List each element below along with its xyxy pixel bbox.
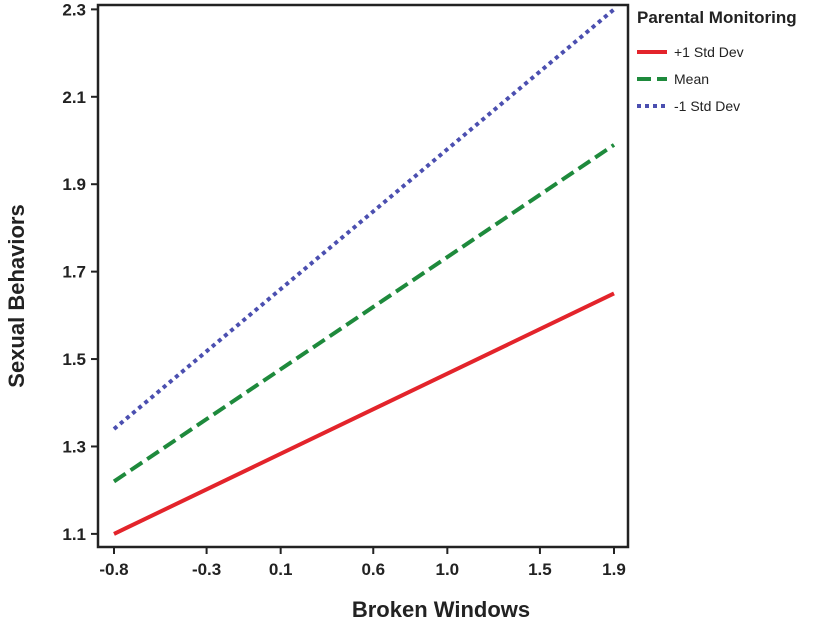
y-axis-title: Sexual Behaviors	[4, 204, 29, 387]
legend-label: Mean	[674, 71, 709, 87]
y-tick-label: 1.1	[62, 525, 86, 544]
legend-title: Parental Monitoring	[637, 8, 797, 27]
series-lines	[112, 7, 616, 536]
y-tick-label: 2.3	[62, 0, 86, 19]
y-axis: 1.1 1.3 1.5 1.7 1.9 2.1 2.3	[62, 0, 98, 544]
y-tick-label: 1.3	[62, 437, 86, 456]
x-axis-title: Broken Windows	[352, 597, 530, 622]
x-tick-label: 0.1	[269, 560, 293, 579]
legend: Parental Monitoring +1 Std Dev Mean -1 Std…	[637, 8, 797, 114]
y-tick-label: 1.5	[62, 350, 86, 369]
legend-label: +1 Std Dev	[674, 44, 744, 60]
x-tick-label: -0.3	[192, 560, 221, 579]
x-tick-label: -0.8	[99, 560, 128, 579]
y-tick-label: 1.9	[62, 175, 86, 194]
series-line-0	[113, 291, 615, 536]
x-axis: -0.8 -0.3 0.1 0.6 1.0 1.5 1.9	[99, 547, 626, 579]
legend-label: -1 Std Dev	[674, 98, 740, 114]
plot-frame	[96, 3, 630, 549]
x-tick-label: 1.5	[528, 560, 552, 579]
y-tick-label: 1.7	[62, 263, 86, 282]
series-line-1	[112, 143, 616, 484]
x-tick-label: 0.6	[361, 560, 385, 579]
y-tick-label: 2.1	[62, 88, 86, 107]
x-tick-label: 1.0	[436, 560, 460, 579]
x-tick-label: 1.9	[602, 560, 626, 579]
